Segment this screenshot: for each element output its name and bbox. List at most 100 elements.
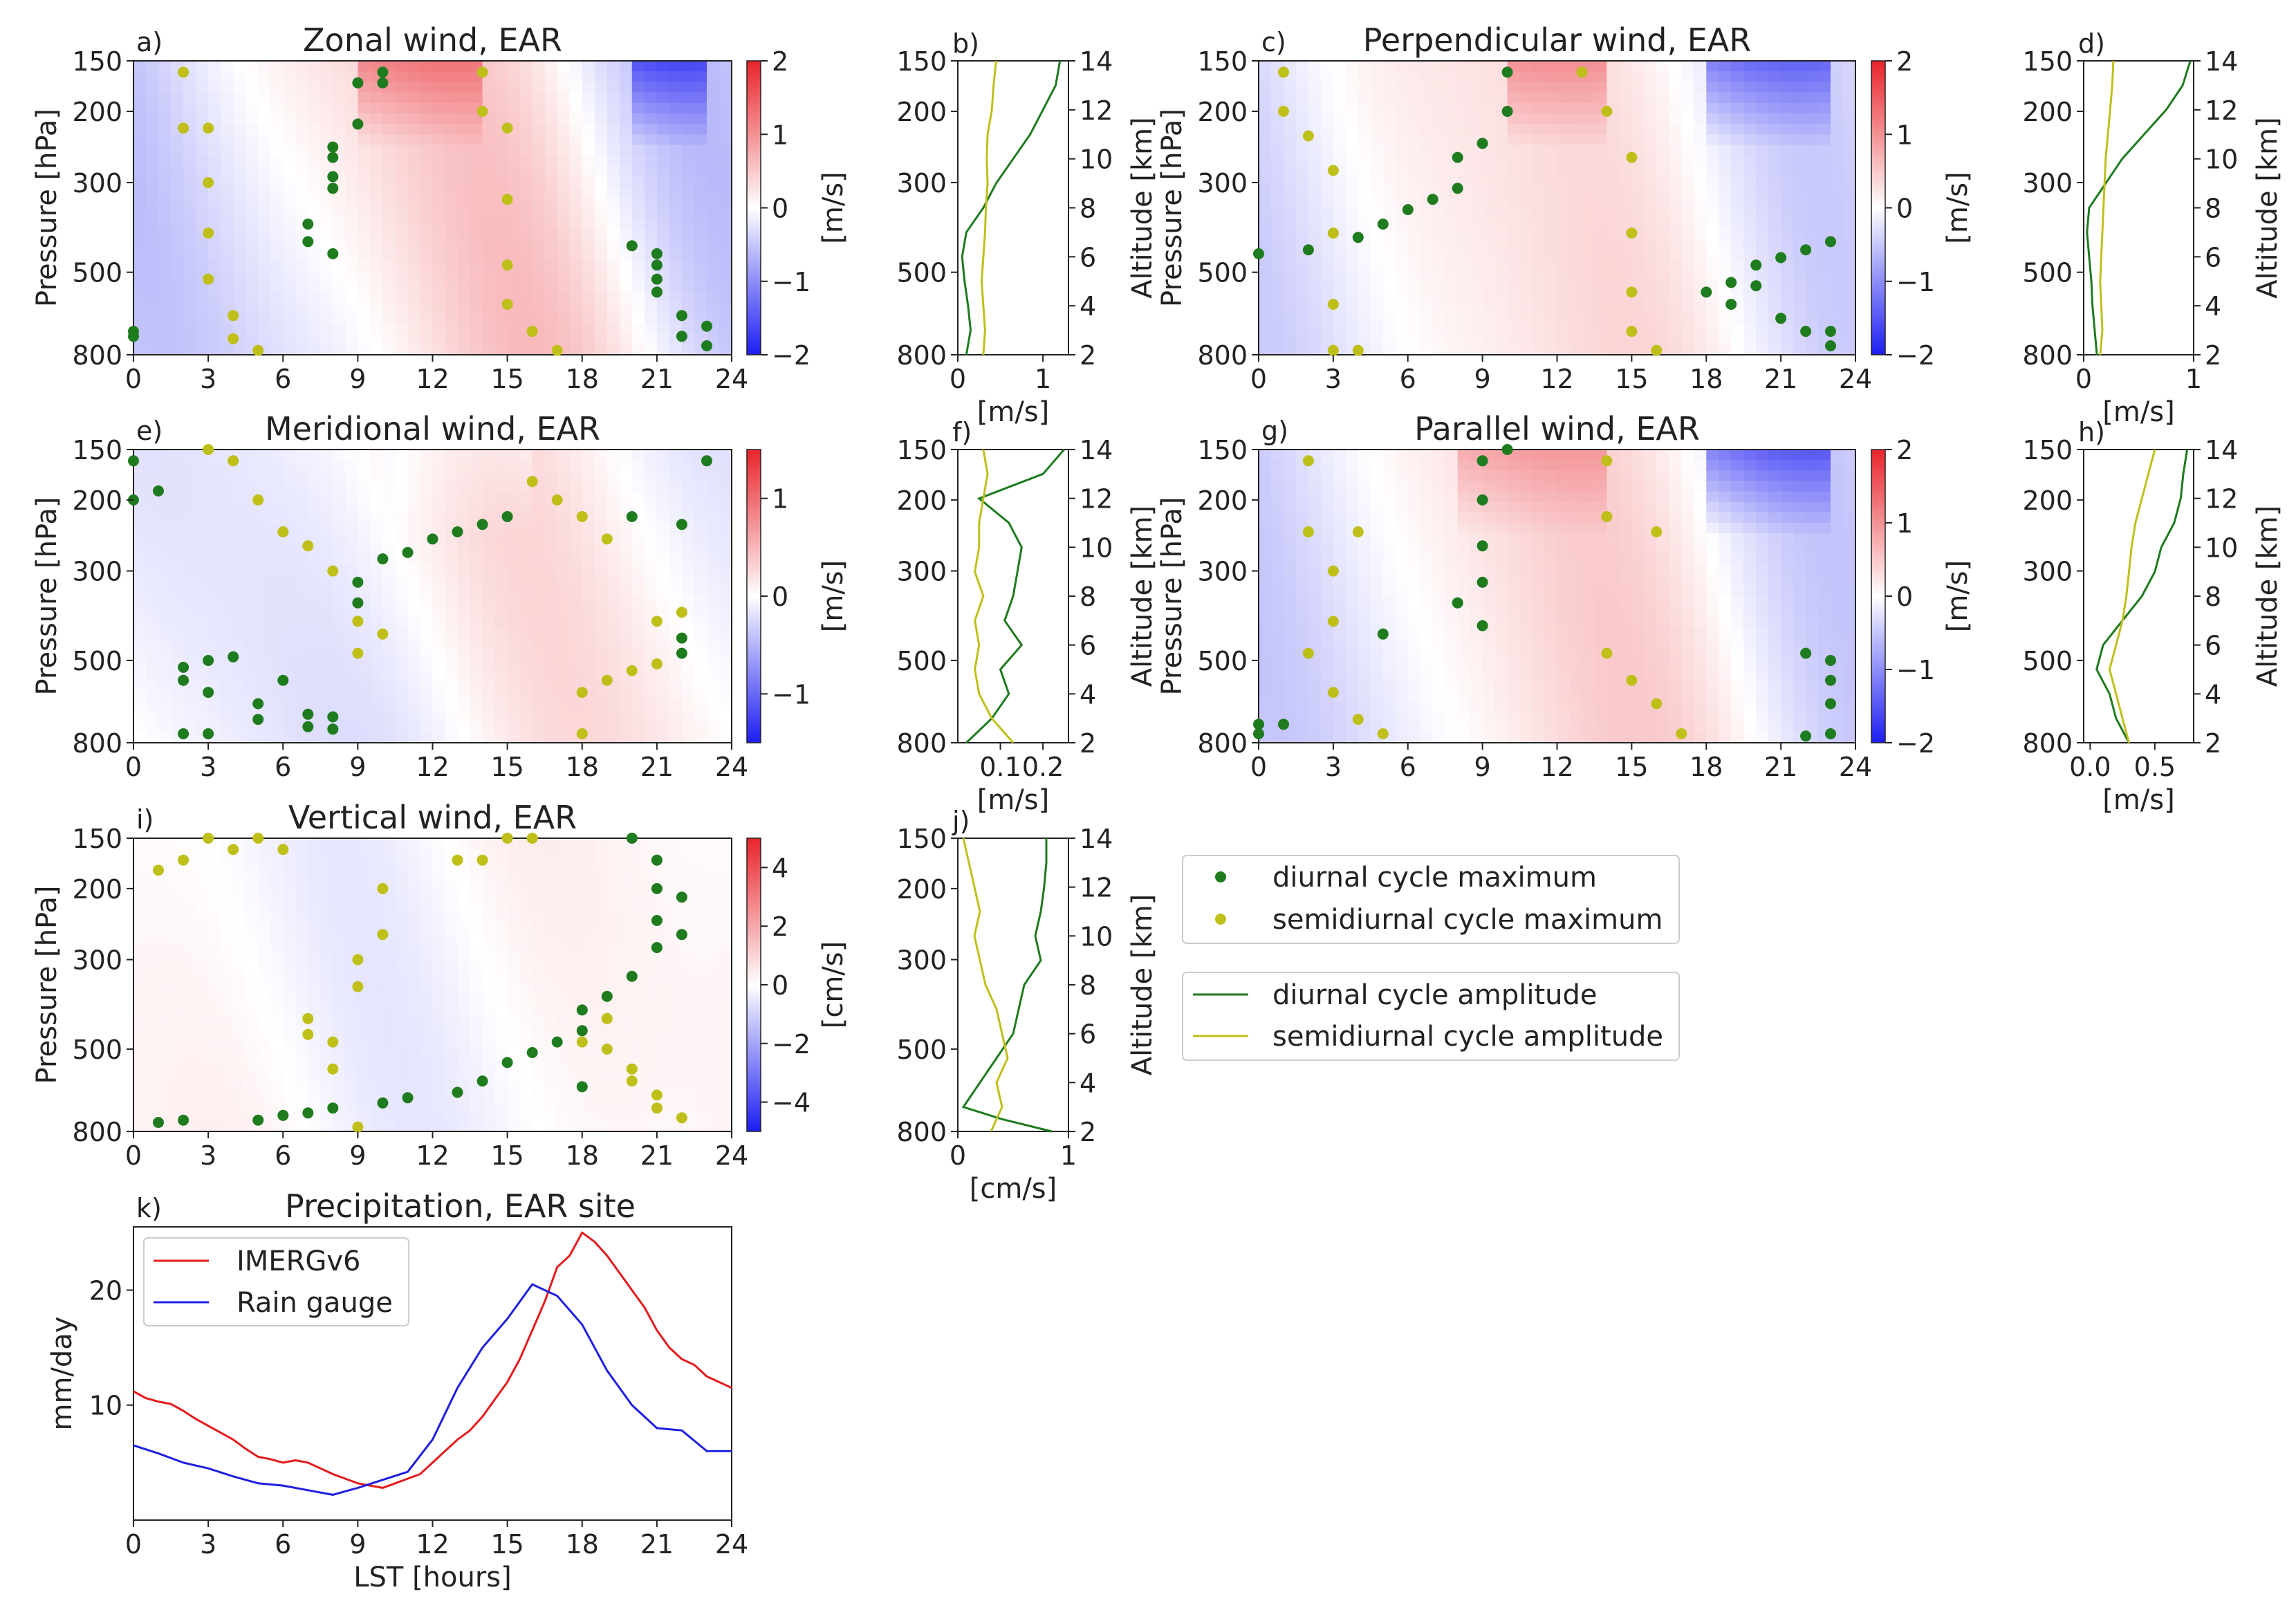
heat-cell (1358, 617, 1371, 628)
heat-cell (644, 344, 658, 355)
heat-cell (1259, 648, 1272, 660)
heat-cell (1607, 145, 1620, 156)
heat-cell (1320, 134, 1334, 146)
heat-cell (1806, 134, 1819, 146)
heat-cell (1818, 313, 1831, 324)
heat-cell (1569, 281, 1583, 293)
heat-cell (146, 82, 159, 93)
heat-cell (1333, 239, 1346, 250)
heat-cell (644, 575, 658, 586)
heat-cell (183, 187, 196, 198)
heat-cell (1831, 250, 1844, 261)
heat-cell (582, 491, 595, 503)
heat-cell (1544, 669, 1558, 681)
heat-cell (283, 197, 296, 209)
heat-cell (133, 585, 147, 597)
heat-cell (1607, 302, 1620, 313)
heat-cell (395, 523, 408, 534)
heat-cell (1407, 533, 1421, 544)
heat-cell (582, 250, 595, 261)
heat-cell (133, 155, 147, 167)
heat-cell (196, 607, 209, 618)
heat-cell (1395, 344, 1409, 355)
heat-cell (631, 491, 645, 503)
heat-cell (544, 711, 558, 723)
heat-cell (694, 732, 707, 743)
heat-cell (445, 165, 459, 177)
heat-cell (719, 102, 732, 114)
heat-cell (1259, 176, 1272, 187)
heat-cell (1308, 680, 1322, 691)
heat-cell (470, 291, 483, 303)
heat-cell (582, 92, 595, 104)
heat-cell (445, 617, 459, 628)
heat-cell (681, 250, 695, 261)
heat-cell (1569, 491, 1583, 503)
heat-cell (221, 187, 234, 198)
heat-cell (1656, 596, 1669, 607)
heat-cell (370, 721, 383, 733)
heat-cell (246, 617, 259, 628)
heat-cell (1706, 239, 1719, 250)
heat-cell (395, 134, 408, 146)
heat-cell (694, 228, 707, 240)
heat-cell (258, 102, 271, 114)
heat-cell (544, 333, 558, 345)
heat-cell (519, 627, 533, 639)
heat-cell (258, 460, 271, 471)
heat-cell (1358, 239, 1371, 250)
heat-cell (158, 176, 172, 187)
heat-cell (594, 721, 608, 733)
heat-cell (507, 680, 521, 691)
heat-cell (1619, 71, 1632, 82)
heat-cell (1582, 333, 1595, 345)
heat-cell (1594, 564, 1607, 576)
heat-cell (1644, 102, 1657, 114)
heat-cell (1631, 481, 1645, 492)
heat-cell (1407, 554, 1421, 566)
heat-cell (382, 680, 396, 691)
heat-cell (582, 239, 595, 250)
heat-cell (582, 291, 595, 303)
heat-cell (1284, 218, 1297, 230)
heat-cell (707, 250, 720, 261)
heat-cell (258, 470, 271, 481)
heat-cell (221, 470, 234, 481)
heat-cell (133, 228, 147, 240)
heat-cell (1482, 721, 1496, 733)
heat-cell (1569, 145, 1583, 156)
heat-cell (133, 260, 147, 272)
heat-cell (1420, 711, 1434, 723)
heat-cell (1831, 207, 1844, 219)
heat-cell (719, 260, 732, 272)
heat-cell (1358, 512, 1371, 524)
heat-cell (1607, 228, 1620, 240)
heat-cell (1768, 92, 1781, 104)
heat-cell (1470, 250, 1483, 261)
heat-cell (158, 228, 172, 240)
heat-cell (1768, 260, 1781, 272)
heat-cell (519, 607, 533, 618)
heat-cell (1308, 165, 1322, 177)
heat-cell (507, 638, 521, 649)
heat-cell (1656, 92, 1669, 104)
heat-cell (1519, 585, 1533, 597)
heat-cell (669, 501, 683, 513)
heat-cell (694, 71, 707, 82)
heat-cell (432, 575, 446, 586)
heat-cell (544, 533, 558, 544)
heat-cell (1793, 145, 1806, 156)
heat-cell (470, 281, 483, 293)
heat-cell (557, 281, 571, 293)
heat-cell (1656, 470, 1669, 481)
heat-cell (1569, 544, 1583, 555)
heat-cell (1470, 228, 1483, 240)
heat-cell (1706, 165, 1719, 177)
heat-cell (1806, 82, 1819, 93)
heat-cell (719, 690, 732, 701)
heat-cell (420, 61, 434, 72)
heat-cell (631, 460, 645, 471)
heat-cell (656, 207, 670, 219)
heat-cell (171, 228, 184, 240)
heat-cell (1619, 711, 1632, 723)
